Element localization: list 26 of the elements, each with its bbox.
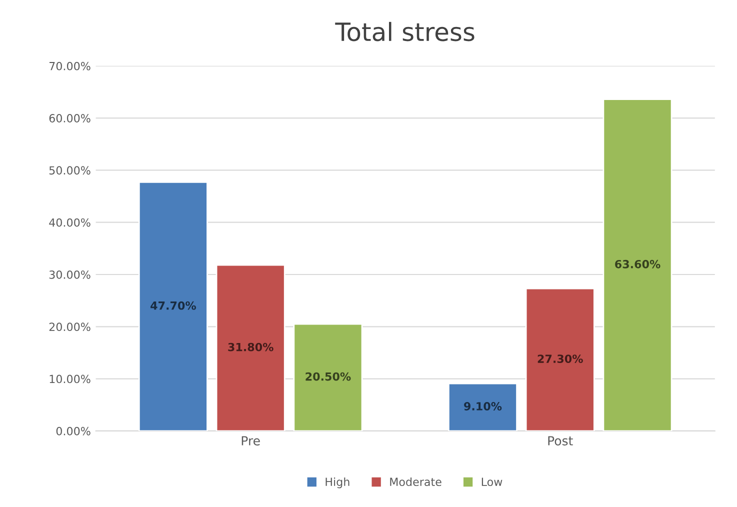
data-label: 47.70% [150,301,196,310]
data-label: 63.60% [615,260,660,268]
data-label: 31.80% [228,342,274,352]
legend-label: High [326,477,350,488]
y-tick-label: 20.00% [49,322,90,332]
legend-label: Low [482,478,502,486]
y-tick-label: 40.00% [49,218,90,227]
y-tick-label: 0.00% [56,426,90,436]
chart-title: Total stress [335,22,474,42]
bar [138,182,208,431]
y-tick-label: 70.00% [49,62,90,70]
x-tick-label: Post [548,436,573,446]
y-tick-label: 10.00% [50,374,90,384]
bar [448,382,518,431]
bar [525,288,595,431]
bar [602,98,672,431]
y-tick-label: 50.00% [49,166,90,175]
data-label: 20.50% [306,372,351,381]
bar [216,264,286,431]
data-label: 9.10% [464,402,502,410]
legend-label: Moderate [390,477,442,486]
bar [293,323,363,431]
y-tick-label: 60.00% [49,114,90,122]
data-label: 27.30% [538,354,583,363]
x-tick-label: Pre [242,436,260,446]
y-tick-label: 30.00% [49,270,90,279]
